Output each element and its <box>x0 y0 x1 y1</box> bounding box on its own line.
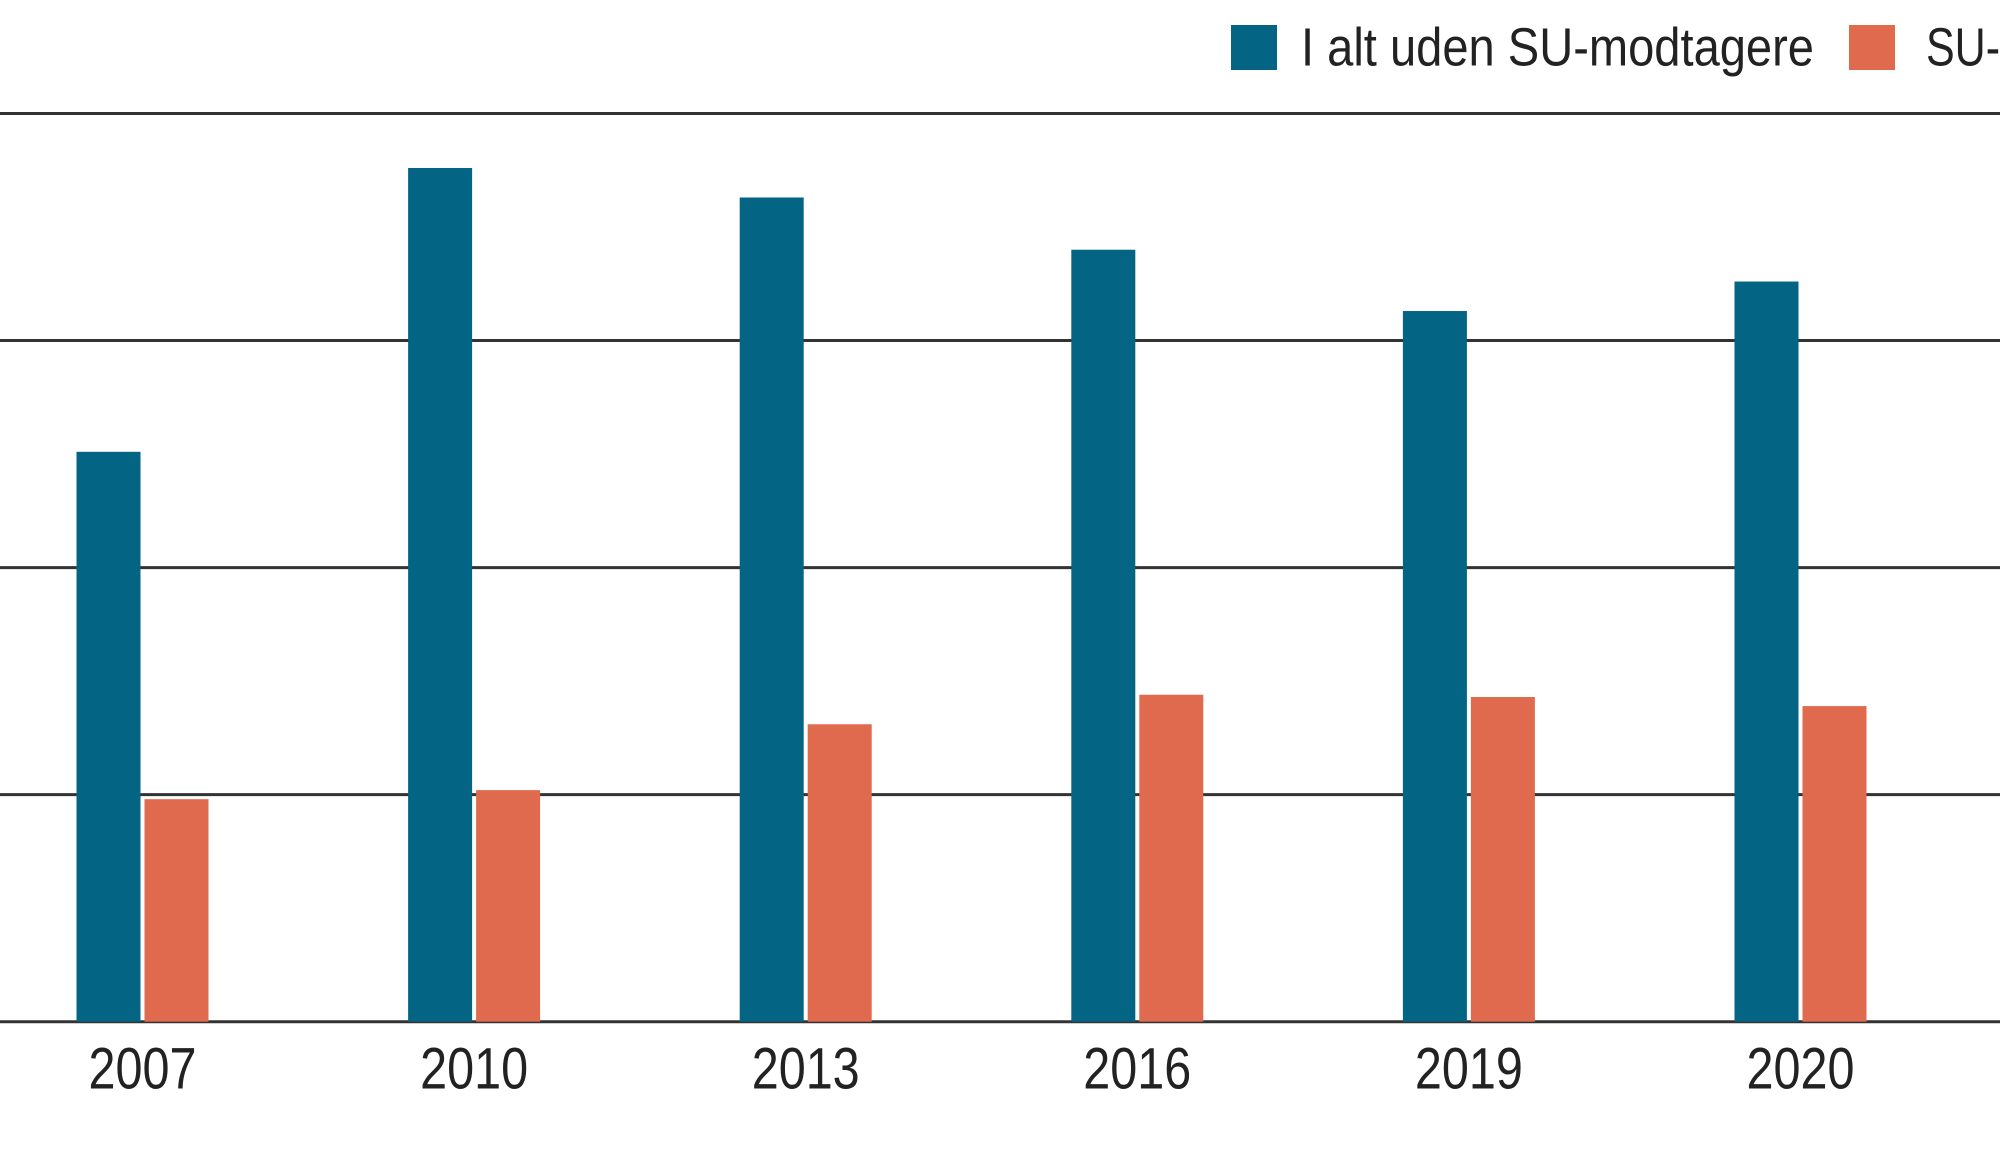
x-tick-label: 2013 <box>752 1036 860 1101</box>
bar <box>144 799 209 1022</box>
legend-swatch <box>1231 25 1277 70</box>
bar <box>476 790 541 1022</box>
x-tick-label: 2007 <box>89 1036 197 1101</box>
x-tick-label: 2020 <box>1747 1036 1855 1101</box>
bar <box>76 451 141 1022</box>
legend-swatch <box>1849 25 1895 70</box>
bar <box>1071 249 1136 1022</box>
bar <box>1402 311 1467 1022</box>
legend-label: I alt uden SU-modtagere <box>1301 17 1814 77</box>
x-tick-label: 2010 <box>420 1036 528 1101</box>
bar <box>1802 706 1867 1022</box>
x-tick-label: 2019 <box>1415 1036 1523 1101</box>
bar <box>807 724 872 1022</box>
legend-label: SU- <box>1926 17 2000 77</box>
bar <box>1734 281 1799 1022</box>
bar <box>1139 694 1204 1022</box>
bar <box>739 197 804 1022</box>
bar <box>408 167 473 1022</box>
x-tick-label: 2016 <box>1083 1036 1191 1101</box>
bar <box>1470 697 1535 1022</box>
